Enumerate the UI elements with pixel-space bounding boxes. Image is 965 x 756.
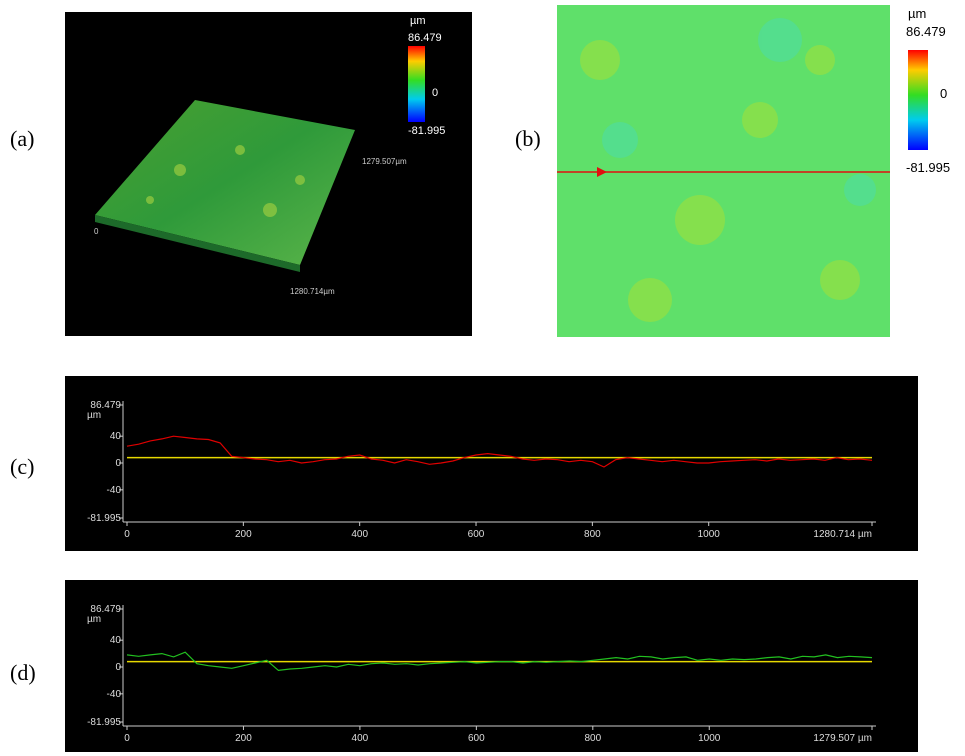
axis-label: 1280.714µm bbox=[290, 287, 335, 296]
panel-label: (c) bbox=[10, 454, 34, 479]
colorbar bbox=[908, 50, 928, 150]
x-tick-label: 1280.714 µm bbox=[813, 529, 872, 540]
colorbar-unit: µm bbox=[410, 15, 426, 27]
y-unit: µm bbox=[87, 614, 101, 625]
y-tick-label: 40 bbox=[110, 635, 122, 646]
x-tick-label: 0 bbox=[124, 529, 130, 540]
y-tick-label: 0 bbox=[115, 458, 121, 469]
y-tick-label: -81.995 bbox=[87, 717, 121, 728]
colorbar-mid: 0 bbox=[432, 87, 438, 99]
colorbar bbox=[408, 46, 425, 122]
x-tick-label: 1000 bbox=[698, 733, 721, 744]
axis-label: 0 bbox=[94, 227, 99, 236]
x-tick-label: 400 bbox=[351, 529, 368, 540]
axis-label: 1279.507µm bbox=[362, 157, 407, 166]
colorbar-min: -81.995 bbox=[408, 125, 445, 137]
x-tick-label: 400 bbox=[352, 733, 369, 744]
y-tick-label: -81.995 bbox=[87, 513, 121, 524]
x-tick-label: 1279.507 µm bbox=[813, 733, 872, 744]
x-tick-label: 600 bbox=[468, 529, 485, 540]
x-tick-label: 1000 bbox=[698, 529, 721, 540]
panel-label: (b) bbox=[515, 126, 541, 151]
panel-c-bg bbox=[65, 376, 918, 551]
y-tick-label: 40 bbox=[110, 431, 122, 442]
y-tick-label: -40 bbox=[107, 485, 122, 496]
y-tick-label: 0 bbox=[115, 662, 121, 673]
x-tick-label: 600 bbox=[468, 733, 485, 744]
panel-label: (a) bbox=[10, 126, 34, 151]
y-tick-label: -40 bbox=[107, 689, 122, 700]
colorbar-unit: µm bbox=[908, 6, 926, 21]
panel-label: (d) bbox=[10, 660, 36, 685]
x-tick-label: 200 bbox=[235, 529, 252, 540]
colorbar-max: 86.479 bbox=[906, 24, 946, 39]
colorbar-min: -81.995 bbox=[906, 160, 950, 175]
x-tick-label: 800 bbox=[584, 733, 601, 744]
x-tick-label: 0 bbox=[124, 733, 130, 744]
colorbar-mid: 0 bbox=[940, 86, 947, 101]
x-tick-label: 800 bbox=[584, 529, 601, 540]
x-tick-label: 200 bbox=[235, 733, 252, 744]
figure: µm 86.479 0 -81.995 1279.507µm 1280.714µ… bbox=[0, 0, 965, 756]
colorbar-max: 86.479 bbox=[408, 32, 442, 44]
page: µm 86.479 0 -81.995 1279.507µm 1280.714µ… bbox=[0, 0, 965, 756]
y-unit: µm bbox=[87, 410, 101, 421]
